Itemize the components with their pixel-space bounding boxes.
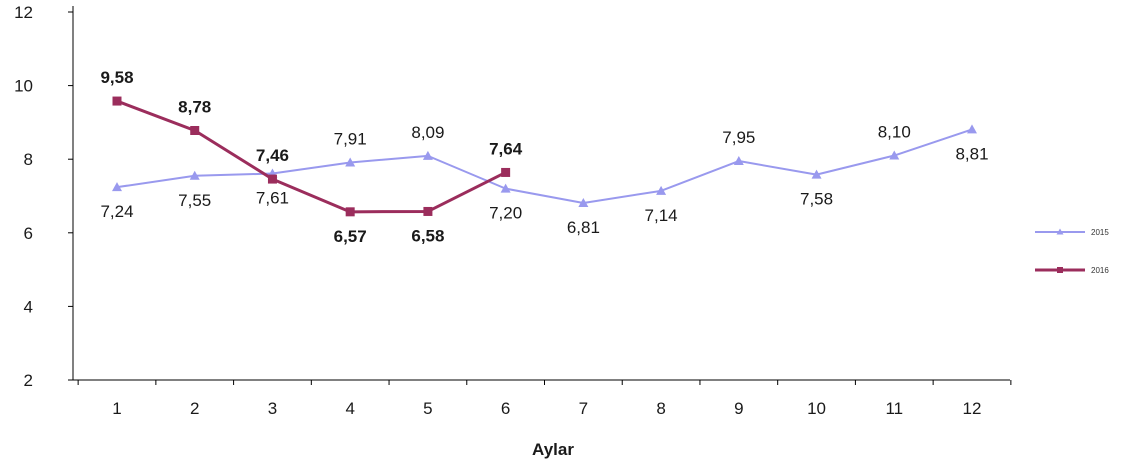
data-label: 8,81: [955, 144, 988, 163]
data-point: [889, 150, 900, 160]
series-line: [116, 128, 973, 204]
y-tick-label: 2: [24, 371, 33, 390]
x-tick-label: 6: [501, 399, 510, 418]
data-point: [422, 150, 433, 160]
data-label: 9,58: [100, 68, 133, 87]
x-tick-label: 2: [190, 399, 199, 418]
legend-label: 2016: [1091, 266, 1109, 275]
data-label: 7,55: [178, 191, 211, 210]
legend-marker: [1056, 228, 1064, 235]
data-label: 7,24: [100, 202, 133, 221]
x-tick-label: 9: [734, 399, 743, 418]
x-axis-title: Aylar: [532, 440, 574, 459]
y-tick-label: 10: [14, 77, 33, 96]
x-tick-label: 10: [807, 399, 826, 418]
x-tick-label: 1: [112, 399, 121, 418]
legend-item-2015[interactable]: 2015: [1035, 228, 1109, 237]
data-point: [656, 185, 667, 195]
data-point: [345, 207, 355, 217]
data-label: 7,46: [256, 146, 289, 165]
legend[interactable]: 2015 2016: [1035, 228, 1109, 275]
data-point: [733, 156, 744, 166]
legend-label: 2015: [1091, 228, 1109, 237]
data-label: 6,58: [411, 226, 444, 245]
data-point: [112, 182, 122, 192]
data-label: 6,81: [567, 218, 600, 237]
data-point: [112, 96, 122, 106]
data-point: [267, 174, 277, 184]
legend-item-2016[interactable]: 2016: [1035, 266, 1109, 275]
data-point: [190, 125, 200, 135]
y-tick-label: 8: [24, 150, 33, 169]
data-labels-2015: 7,24 7,55 7,61 7,91 8,09 7,20 6,81 7,14 7,95 7,58…: [100, 123, 988, 237]
data-point: [189, 170, 200, 180]
x-tick-label: 8: [656, 399, 665, 418]
data-label: 6,57: [334, 227, 367, 246]
series-2016: [112, 96, 511, 217]
y-tick-label: 6: [24, 224, 33, 243]
data-point: [345, 157, 356, 167]
x-tick-label: 4: [345, 399, 354, 418]
y-axis: 2 4 6 8 10 12: [14, 3, 74, 390]
series-line: [116, 99, 507, 214]
data-point: [500, 183, 511, 193]
data-label: 7,91: [334, 130, 367, 149]
y-tick-label: 12: [14, 3, 33, 22]
data-point: [423, 206, 433, 216]
y-tick-label: 4: [24, 297, 33, 316]
series-2015: [112, 124, 977, 207]
data-point: [811, 169, 822, 179]
data-label: 8,10: [878, 123, 911, 142]
x-tick-label: 3: [268, 399, 277, 418]
data-label: 7,95: [722, 128, 755, 147]
data-label: 7,64: [489, 139, 523, 158]
data-label: 8,09: [411, 123, 444, 142]
data-label: 7,58: [800, 190, 833, 209]
data-label: 7,61: [256, 189, 289, 208]
legend-marker: [1057, 267, 1063, 273]
x-tick-label: 12: [963, 399, 982, 418]
data-point: [578, 197, 589, 207]
data-label: 7,14: [645, 206, 678, 225]
data-labels-2016: 9,58 8,78 7,46 6,57 6,58 7,64: [100, 68, 522, 246]
x-tick-label: 7: [579, 399, 588, 418]
x-axis: 1 2 3 4 5 6 7 8 9 10 11 12: [73, 379, 1012, 418]
data-label: 8,78: [178, 97, 211, 116]
data-label: 7,20: [489, 204, 522, 223]
data-point: [967, 124, 977, 134]
data-point: [501, 167, 511, 177]
x-tick-label: 11: [885, 399, 903, 418]
x-tick-label: 5: [423, 399, 432, 418]
